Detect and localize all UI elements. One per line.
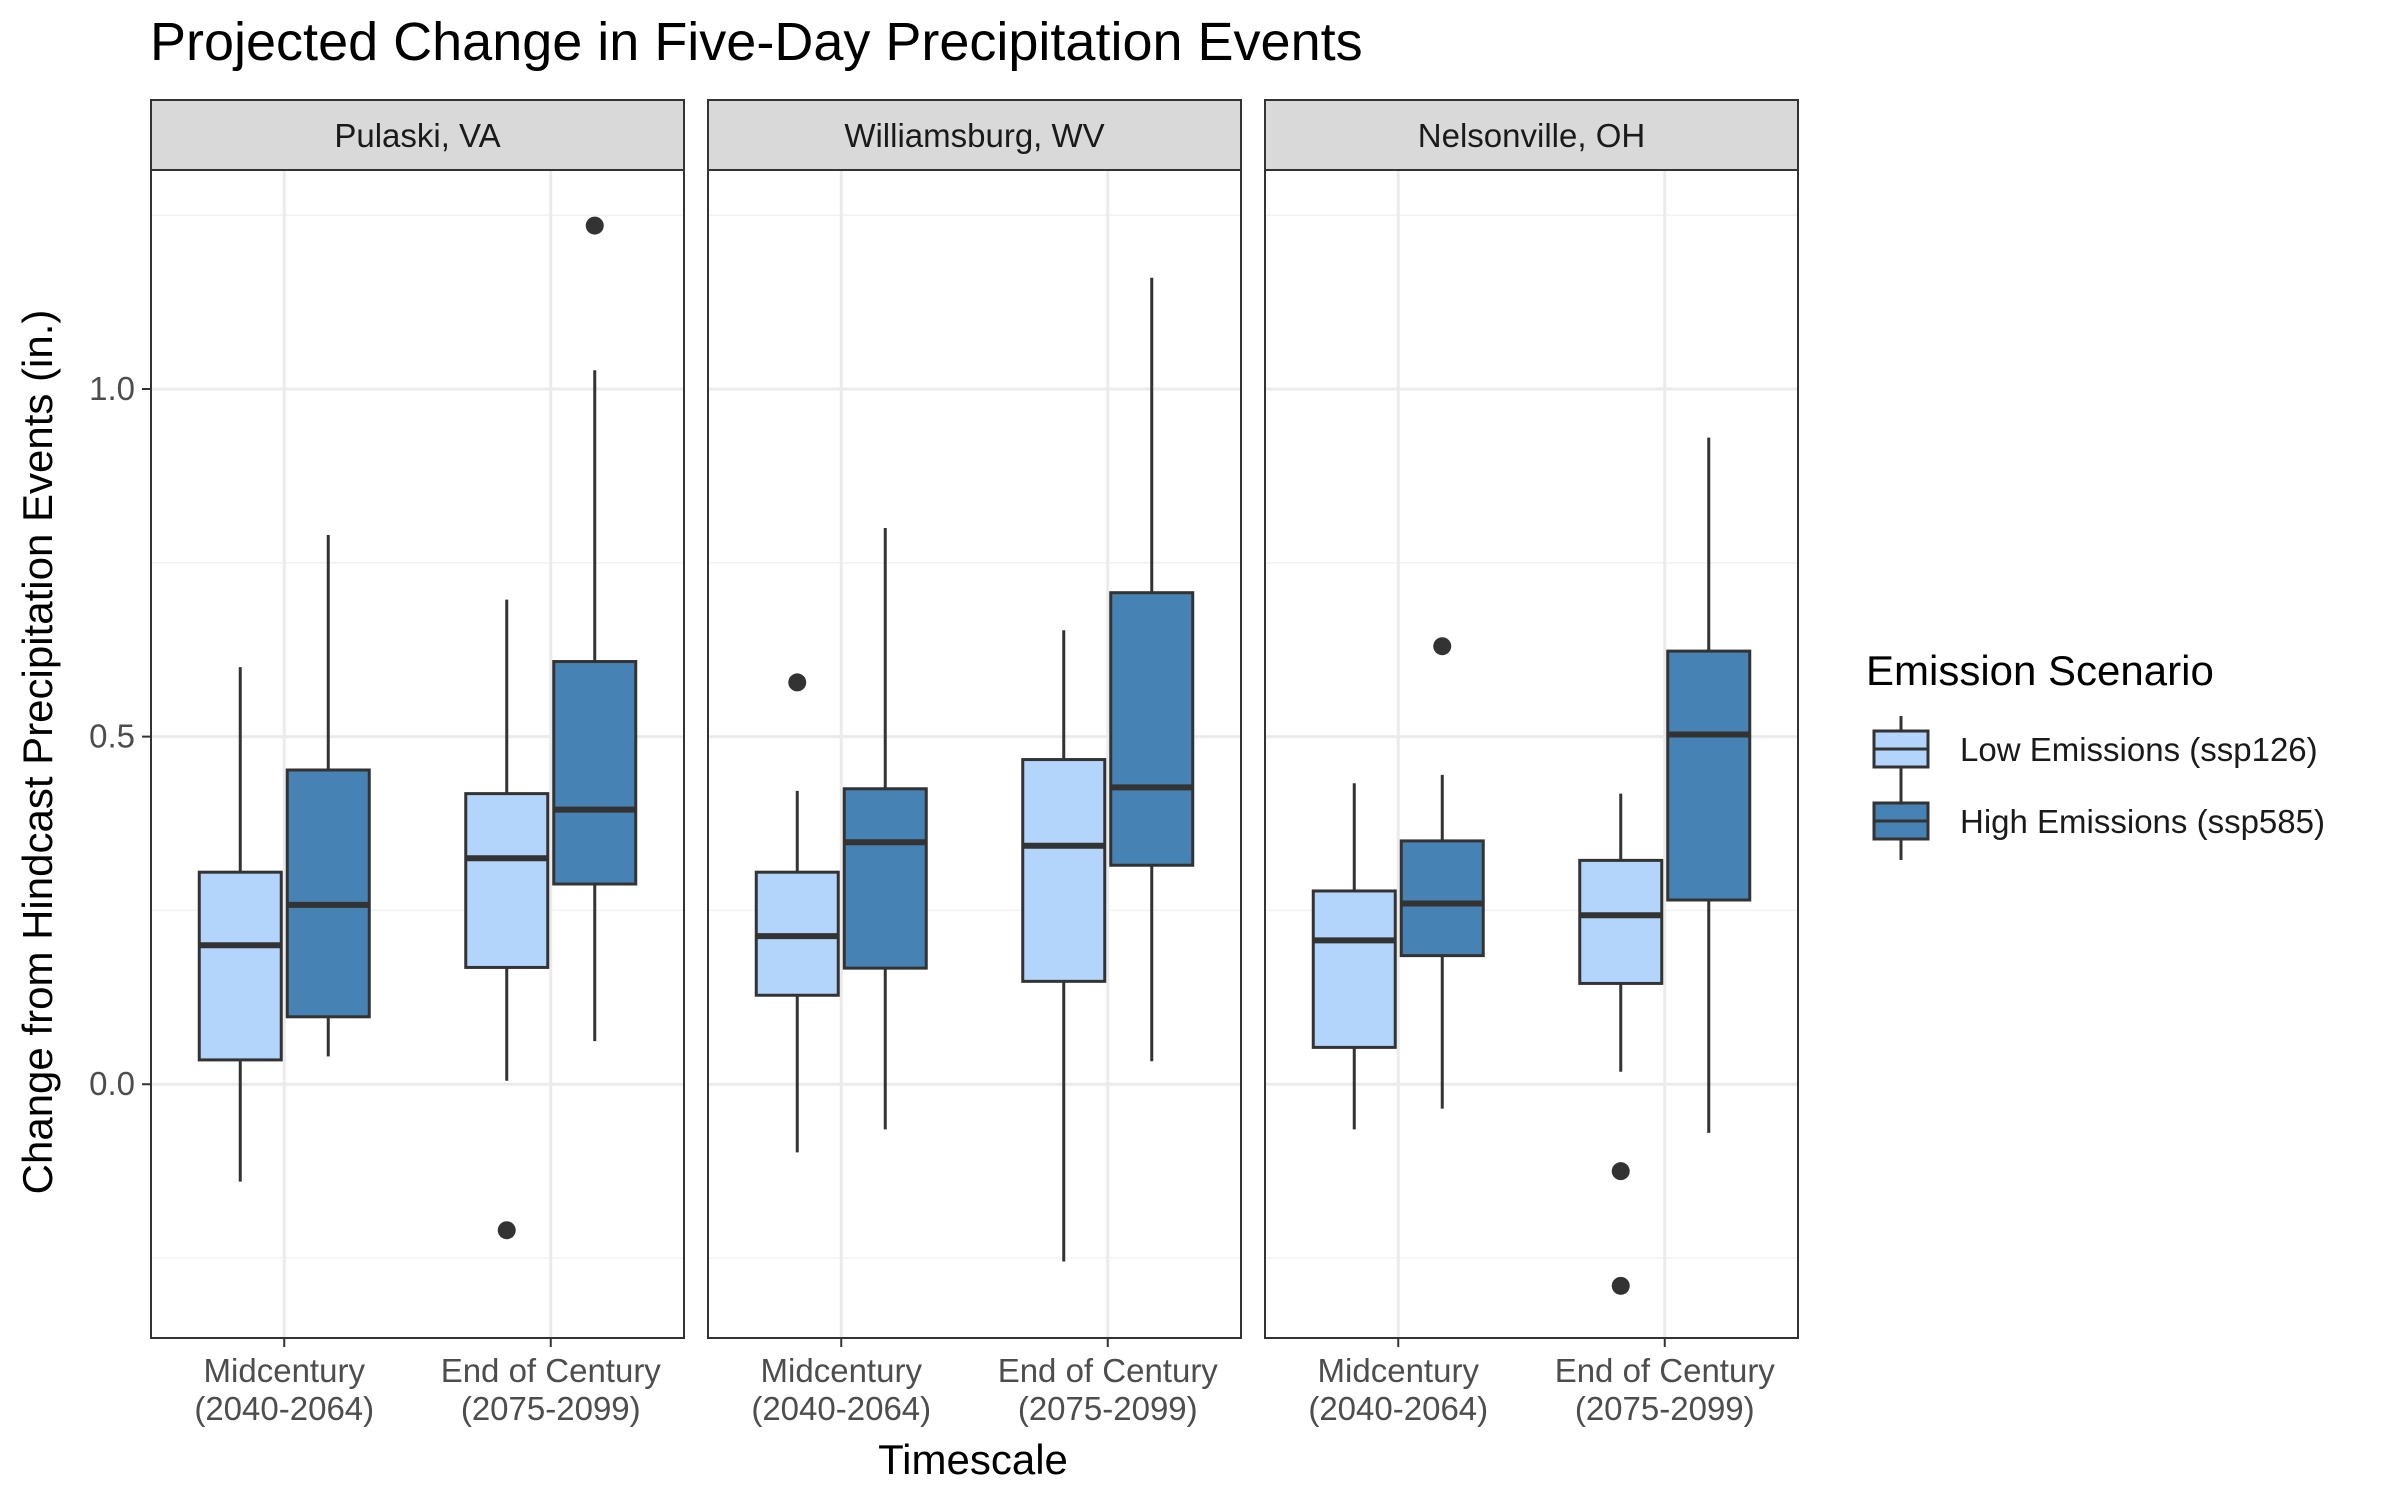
x-tick-label: End of Century (2075-2099) xyxy=(1555,1352,1776,1427)
y-tick-label: 0.5 xyxy=(89,718,135,755)
facet-strip xyxy=(150,99,685,171)
legend-label: High Emissions (ssp585) xyxy=(1960,803,2325,840)
outlier-point xyxy=(788,673,807,692)
box-williamsburg-wv-end-of-century-low xyxy=(1021,630,1107,1262)
box-nelsonville-oh-end-of-century-low xyxy=(1578,793,1664,1295)
legend-label: Low Emissions (ssp126) xyxy=(1960,731,2318,768)
iqr-box xyxy=(464,792,550,969)
facet-strip-label: Pulaski, VA xyxy=(334,117,500,154)
iqr-box xyxy=(1399,839,1485,958)
outlier-point xyxy=(585,216,604,235)
box-williamsburg-wv-midcentury-high xyxy=(842,528,928,1130)
chart-title: Projected Change in Five-Day Precipitati… xyxy=(150,12,1363,72)
y-axis: 0.0 0.5 1.0 xyxy=(89,370,151,1102)
facet-strip xyxy=(1264,99,1799,171)
box-pulaski-va-end-of-century-high xyxy=(552,216,638,1042)
iqr-box xyxy=(1311,889,1397,1049)
iqr-box xyxy=(1109,591,1195,867)
box-pulaski-va-end-of-century-low xyxy=(464,599,550,1240)
facet-panel-pulaski-va: Pulaski, VA Midcentury (2040-2064) End of C… xyxy=(150,99,685,1427)
legend-key-low xyxy=(1872,716,1930,788)
facet-panel-nelsonville-oh: Nelsonville, OH Midcentury (2040-2064) End … xyxy=(1264,99,1799,1427)
box-nelsonville-oh-midcentury-high xyxy=(1399,637,1485,1109)
iqr-box xyxy=(1666,649,1752,902)
box-pulaski-va-midcentury-high xyxy=(285,535,371,1057)
outlier-point xyxy=(1433,637,1452,656)
facet-strip xyxy=(707,99,1242,171)
y-tick-label: 0.0 xyxy=(89,1065,135,1102)
legend: Emission Scenario Low Emissions (ssp126) H… xyxy=(1866,647,2325,860)
legend-key-high xyxy=(1872,788,1930,860)
x-axis-title: Timescale xyxy=(878,1436,1068,1483)
iqr-box xyxy=(1021,758,1107,983)
facet-panel-williamsburg-wv: Williamsburg, WV Midcentury (2040-2064) End… xyxy=(707,99,1242,1427)
x-tick-label: Midcentury (2040-2064) xyxy=(1308,1352,1488,1427)
box-williamsburg-wv-end-of-century-high xyxy=(1109,277,1195,1062)
box-williamsburg-wv-midcentury-low xyxy=(754,673,840,1153)
y-tick-label: 1.0 xyxy=(89,370,135,407)
outlier-point xyxy=(1611,1162,1630,1181)
iqr-box xyxy=(1578,858,1664,985)
legend-title: Emission Scenario xyxy=(1866,647,2214,694)
facet-strip-label: Williamsburg, WV xyxy=(844,117,1104,154)
outlier-point xyxy=(497,1221,516,1240)
x-tick-label: Midcentury (2040-2064) xyxy=(194,1352,374,1427)
iqr-box xyxy=(197,870,283,1062)
x-tick-label: End of Century (2075-2099) xyxy=(998,1352,1219,1427)
outlier-point xyxy=(1611,1276,1630,1295)
iqr-box xyxy=(842,787,928,970)
facet-strip-label: Nelsonville, OH xyxy=(1418,117,1645,154)
iqr-box xyxy=(552,660,638,886)
box-nelsonville-oh-end-of-century-high xyxy=(1666,437,1752,1133)
x-tick-label: Midcentury (2040-2064) xyxy=(751,1352,931,1427)
box-nelsonville-oh-midcentury-low xyxy=(1311,783,1397,1130)
box-pulaski-va-midcentury-low xyxy=(197,667,283,1182)
iqr-box xyxy=(285,768,371,1019)
x-tick-label: End of Century (2075-2099) xyxy=(441,1352,662,1427)
facet-panels: Pulaski, VA Midcentury (2040-2064) End of C… xyxy=(150,99,1799,1427)
y-axis-title: Change from Hindcast Precipitation Event… xyxy=(14,310,61,1195)
